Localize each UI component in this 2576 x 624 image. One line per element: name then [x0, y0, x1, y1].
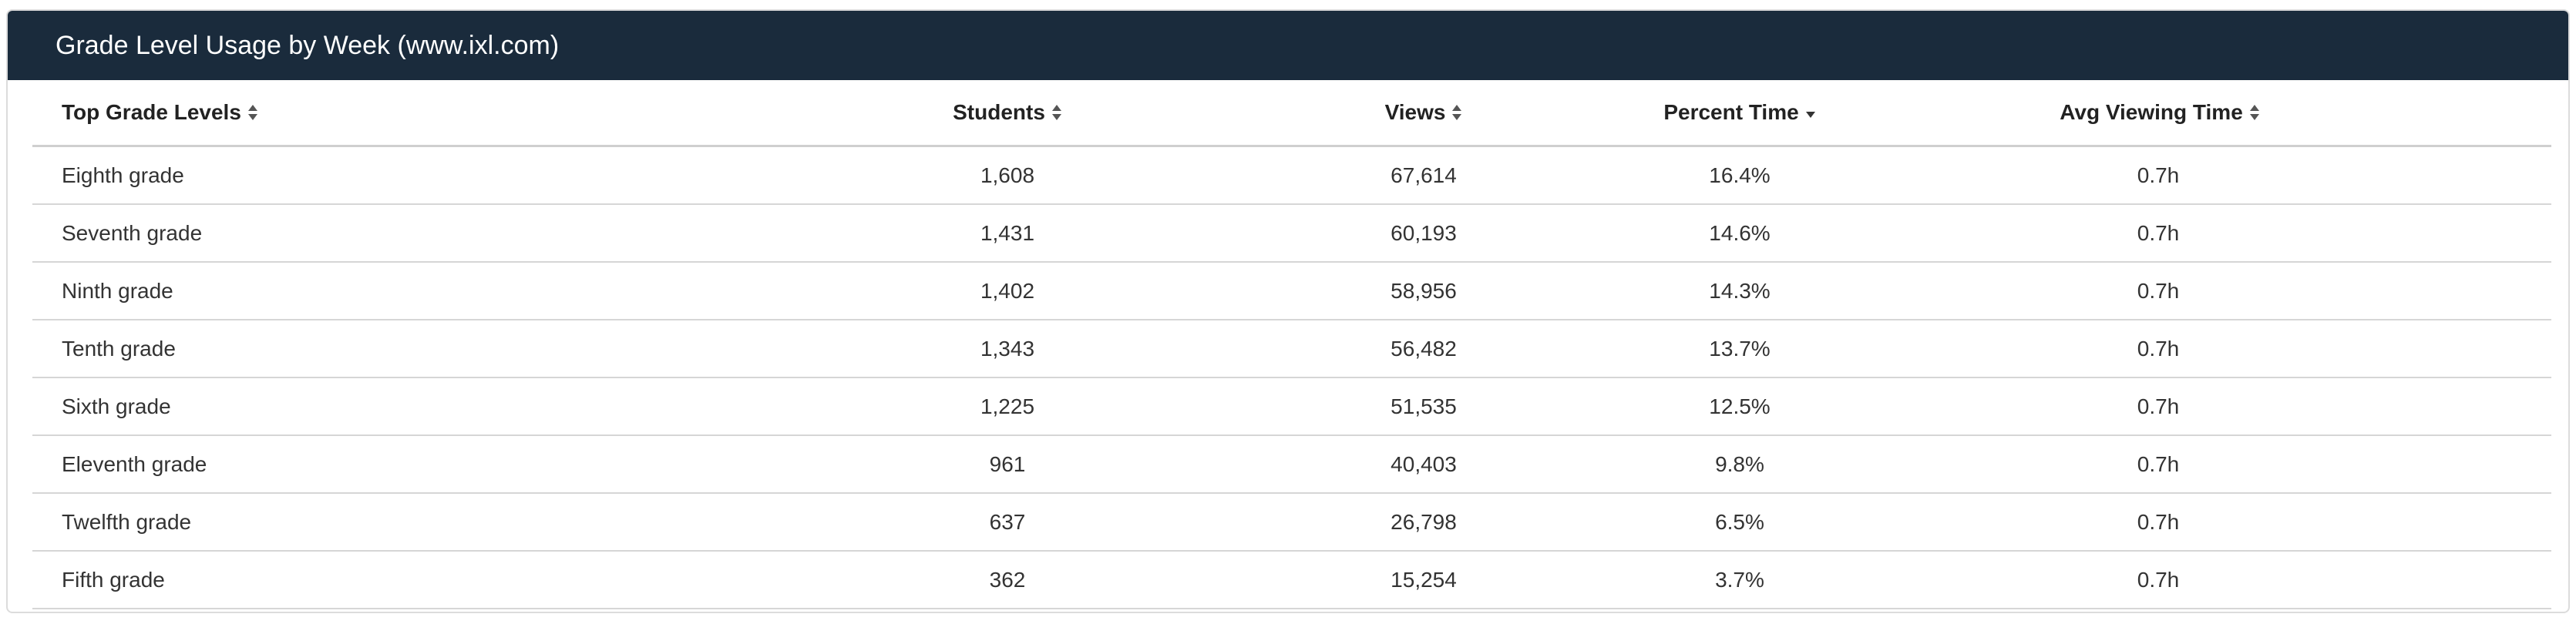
avg-viewing-time-cell: 0.7h	[2137, 336, 2180, 361]
students-cell: 362	[989, 567, 1026, 592]
grade-level-cell: Tenth grade	[62, 336, 176, 361]
sort-desc-icon	[1805, 104, 1816, 121]
students-cell: 1,343	[980, 336, 1035, 361]
grade-level-cell: Sixth grade	[62, 394, 171, 418]
views-cell: 60,193	[1391, 220, 1457, 245]
students-cell: 961	[989, 451, 1026, 476]
column-header-students[interactable]: Students	[911, 80, 1104, 145]
views-cell: 67,614	[1391, 163, 1457, 187]
grade-level-cell: Twelfth grade	[62, 509, 192, 534]
column-header-percent-time[interactable]: Percent Time	[1624, 80, 1855, 145]
grade-level-cell: Eighth grade	[62, 163, 184, 187]
avg-viewing-time-cell: 0.7h	[2137, 567, 2180, 592]
percent-time-cell: 14.3%	[1709, 278, 1771, 303]
views-cell: 58,956	[1391, 278, 1457, 303]
percent-time-cell: 16.4%	[1709, 163, 1771, 187]
sort-both-icon	[247, 104, 258, 121]
sort-both-icon	[1051, 104, 1062, 121]
views-cell: 26,798	[1391, 509, 1457, 534]
avg-viewing-time-cell: 0.7h	[2137, 451, 2180, 476]
table-row: Seventh grade 1,431 60,193 14.6% 0.7h	[32, 205, 2551, 263]
table-row: Ninth grade 1,402 58,956 14.3% 0.7h	[32, 263, 2551, 320]
column-header-label: Students	[953, 100, 1045, 124]
grade-level-usage-panel: Grade Level Usage by Week (www.ixl.com) …	[6, 9, 2570, 613]
students-cell: 1,225	[980, 394, 1035, 418]
sort-both-icon	[1451, 104, 1462, 121]
avg-viewing-time-cell: 0.7h	[2137, 509, 2180, 534]
sort-both-icon	[2249, 104, 2260, 121]
avg-viewing-time-cell: 0.7h	[2137, 220, 2180, 245]
column-header-label: Top Grade Levels	[62, 100, 241, 124]
percent-time-cell: 13.7%	[1709, 336, 1771, 361]
grade-level-cell: Ninth grade	[62, 278, 173, 303]
panel-header: Grade Level Usage by Week (www.ixl.com)	[8, 11, 2568, 80]
table-row: Tenth grade 1,343 56,482 13.7% 0.7h	[32, 320, 2551, 378]
percent-time-cell: 6.5%	[1715, 509, 1764, 534]
table-row: Twelfth grade 637 26,798 6.5% 0.7h	[32, 494, 2551, 552]
students-cell: 1,431	[980, 220, 1035, 245]
column-header-label: Percent Time	[1663, 100, 1799, 124]
avg-viewing-time-cell: 0.7h	[2137, 394, 2180, 418]
students-cell: 1,608	[980, 163, 1035, 187]
table-row: Sixth grade 1,225 51,535 12.5% 0.7h	[32, 378, 2551, 436]
grade-level-cell: Fifth grade	[62, 567, 165, 592]
table-row: Eighth grade 1,608 67,614 16.4% 0.7h	[32, 147, 2551, 205]
column-header-label: Views	[1384, 100, 1446, 124]
views-cell: 56,482	[1391, 336, 1457, 361]
table-row: Fifth grade 362 15,254 3.7% 0.7h	[32, 552, 2551, 609]
percent-time-cell: 9.8%	[1715, 451, 1764, 476]
avg-viewing-time-cell: 0.7h	[2137, 278, 2180, 303]
students-cell: 637	[989, 509, 1026, 534]
views-cell: 51,535	[1391, 394, 1457, 418]
column-header-label: Avg Viewing Time	[2060, 100, 2243, 124]
percent-time-cell: 14.6%	[1709, 220, 1771, 245]
table-row: Eleventh grade 961 40,403 9.8% 0.7h	[32, 436, 2551, 494]
students-cell: 1,402	[980, 278, 1035, 303]
column-header-top-grade-levels[interactable]: Top Grade Levels	[62, 80, 258, 145]
column-header-views[interactable]: Views	[1327, 80, 1520, 145]
panel-title: Grade Level Usage by Week (www.ixl.com)	[55, 30, 560, 60]
table-header-row: Top Grade Levels Students Views Percent …	[32, 80, 2551, 147]
column-header-avg-viewing-time[interactable]: Avg Viewing Time	[2029, 80, 2291, 145]
views-cell: 40,403	[1391, 451, 1457, 476]
percent-time-cell: 12.5%	[1709, 394, 1771, 418]
avg-viewing-time-cell: 0.7h	[2137, 163, 2180, 187]
percent-time-cell: 3.7%	[1715, 567, 1764, 592]
grade-level-table: Top Grade Levels Students Views Percent …	[32, 80, 2551, 609]
grade-level-cell: Seventh grade	[62, 220, 203, 245]
views-cell: 15,254	[1391, 567, 1457, 592]
grade-level-cell: Eleventh grade	[62, 451, 207, 476]
